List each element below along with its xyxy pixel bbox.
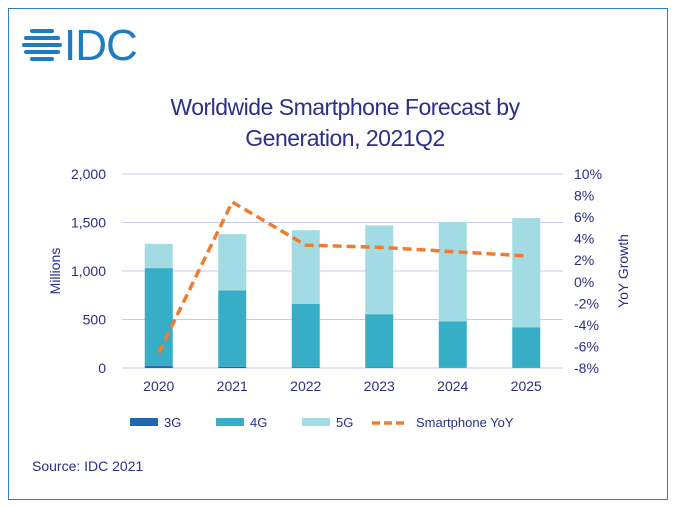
y-axis-title: Millions xyxy=(47,248,63,295)
logo-text: IDC xyxy=(64,21,138,70)
y2-tick-label: -2% xyxy=(574,295,599,311)
bar-4g-2025 xyxy=(512,327,541,368)
y-tick-label: 0 xyxy=(98,360,106,376)
legend-swatch-4g xyxy=(216,418,244,426)
bar-5g-2022 xyxy=(291,230,320,304)
y2-tick-label: 4% xyxy=(574,231,594,247)
y2-tick-label: -8% xyxy=(574,360,599,376)
bar-5g-2025 xyxy=(512,218,541,328)
y2-tick-label: 0% xyxy=(574,274,594,290)
y-tick-label: 500 xyxy=(83,312,107,328)
legend-label: 5G xyxy=(336,415,353,430)
legend-swatch-3g xyxy=(130,418,158,426)
legend-label: Smartphone YoY xyxy=(416,415,514,430)
bar-5g-2021 xyxy=(218,234,247,291)
chart-frame xyxy=(8,8,668,500)
legend-label: 4G xyxy=(250,415,267,430)
x-tick-label: 2024 xyxy=(437,378,468,394)
source-note: Source: IDC 2021 xyxy=(32,458,144,474)
bar-5g-2023 xyxy=(365,225,394,315)
y-tick-label: 1,000 xyxy=(71,263,106,279)
chart-title: Worldwide Smartphone Forecast by Generat… xyxy=(0,92,690,154)
y2-tick-label: -6% xyxy=(574,338,599,354)
bar-5g-2020 xyxy=(144,243,173,269)
x-tick-label: 2023 xyxy=(364,378,395,394)
y2-tick-label: -4% xyxy=(574,317,599,333)
x-tick-label: 2022 xyxy=(290,378,321,394)
bar-3g-2021 xyxy=(218,366,247,368)
legend-label: 3G xyxy=(164,415,181,430)
bar-3g-2020 xyxy=(144,366,173,368)
bar-4g-2022 xyxy=(291,303,320,368)
y2-axis-title: YoY Growth xyxy=(615,234,631,308)
y2-tick-label: 2% xyxy=(574,252,594,268)
legend-swatch-5g xyxy=(302,418,330,426)
y2-tick-label: 8% xyxy=(574,188,594,204)
chart-title-line-2: Generation, 2021Q2 xyxy=(245,125,445,151)
chart-title-line-1: Worldwide Smartphone Forecast by xyxy=(170,94,520,120)
x-tick-label: 2025 xyxy=(511,378,542,394)
y2-tick-label: 10% xyxy=(574,166,602,182)
chart-plot: 0 500 1,000 1,500 2,000 -8% -6% -4% -2% 0% 2% 4% 6% 8… xyxy=(47,166,631,430)
x-tick-label: 2021 xyxy=(217,378,248,394)
globe-icon xyxy=(22,29,62,61)
bar-4g-2023 xyxy=(365,314,394,368)
bar-4g-2024 xyxy=(438,321,467,368)
y-tick-label: 1,500 xyxy=(71,215,106,231)
bar-5g-2024 xyxy=(438,222,467,322)
line-smartphone-yoy xyxy=(157,199,527,354)
y-tick-label: 2,000 xyxy=(71,166,106,182)
x-tick-label: 2020 xyxy=(143,378,174,394)
idc-logo: IDC xyxy=(22,21,138,70)
bar-4g-2021 xyxy=(218,290,247,367)
y2-tick-label: 6% xyxy=(574,209,594,225)
bar-3g-2022 xyxy=(291,367,320,368)
